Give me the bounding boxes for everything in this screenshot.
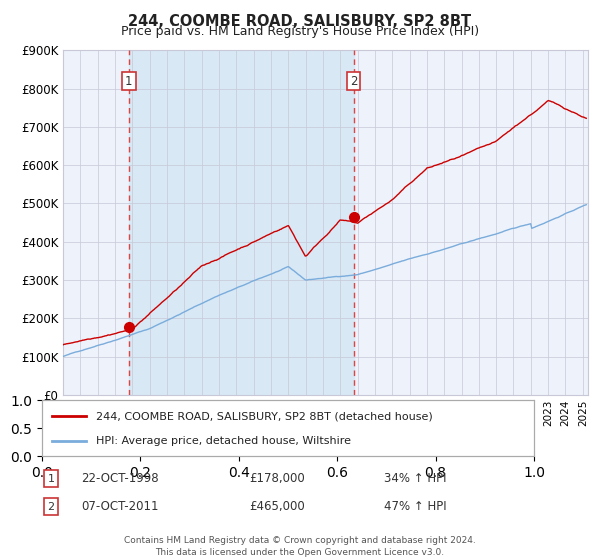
- Text: 244, COOMBE ROAD, SALISBURY, SP2 8BT (detached house): 244, COOMBE ROAD, SALISBURY, SP2 8BT (de…: [96, 411, 433, 421]
- Text: 244, COOMBE ROAD, SALISBURY, SP2 8BT: 244, COOMBE ROAD, SALISBURY, SP2 8BT: [128, 14, 472, 29]
- Text: £465,000: £465,000: [249, 500, 305, 514]
- Text: £178,000: £178,000: [249, 472, 305, 486]
- Text: Price paid vs. HM Land Registry's House Price Index (HPI): Price paid vs. HM Land Registry's House …: [121, 25, 479, 38]
- Text: 1: 1: [47, 474, 55, 484]
- Text: HPI: Average price, detached house, Wiltshire: HPI: Average price, detached house, Wilt…: [96, 436, 351, 446]
- Text: 07-OCT-2011: 07-OCT-2011: [81, 500, 158, 514]
- Text: 2: 2: [350, 74, 358, 87]
- Text: 22-OCT-1998: 22-OCT-1998: [81, 472, 158, 486]
- Text: 2: 2: [47, 502, 55, 512]
- Text: 47% ↑ HPI: 47% ↑ HPI: [384, 500, 446, 514]
- Text: 34% ↑ HPI: 34% ↑ HPI: [384, 472, 446, 486]
- Text: 1: 1: [125, 74, 133, 87]
- Bar: [129, 50, 353, 395]
- Text: Contains HM Land Registry data © Crown copyright and database right 2024.
This d: Contains HM Land Registry data © Crown c…: [124, 536, 476, 557]
